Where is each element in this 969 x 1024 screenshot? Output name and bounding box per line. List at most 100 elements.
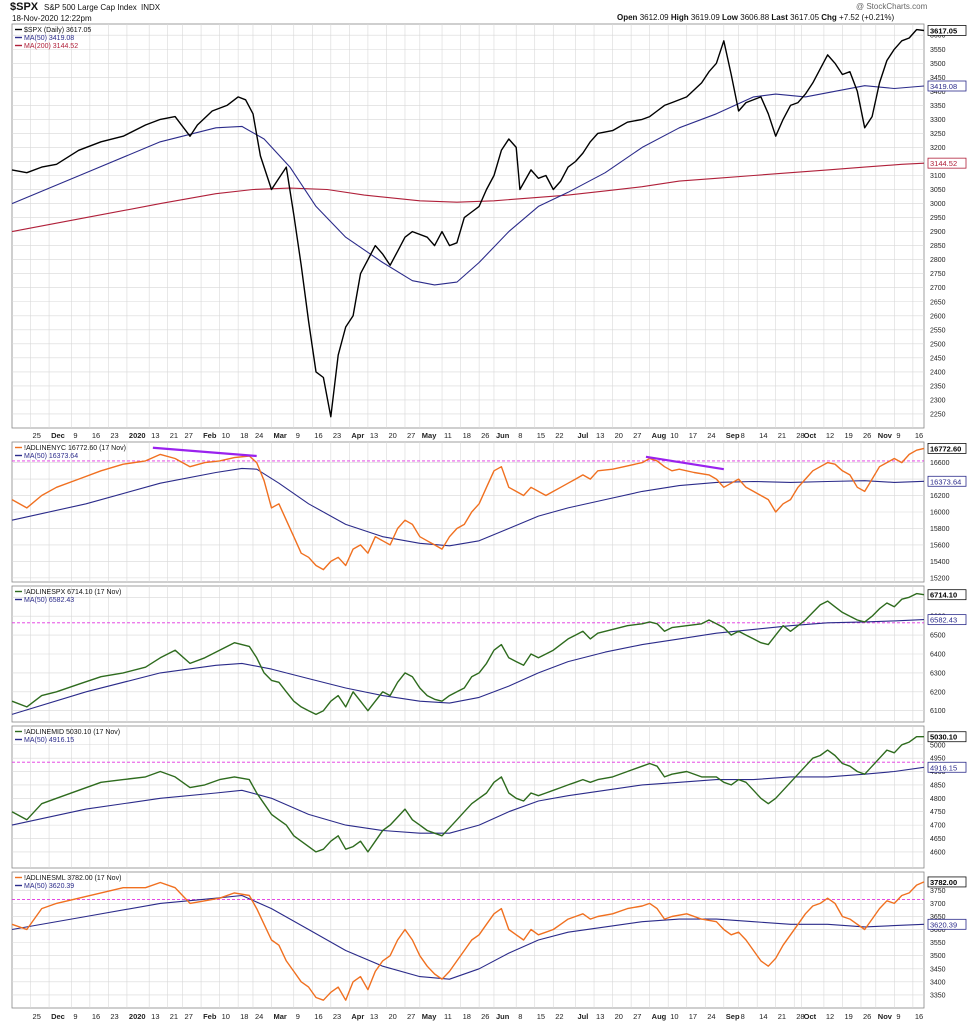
ma-value-tag: 16373.64 bbox=[927, 475, 967, 487]
ma-value-box bbox=[927, 761, 967, 773]
last-value-box bbox=[927, 589, 967, 601]
series-line-ma-50- bbox=[11, 85, 925, 286]
y-tick-label: 3200 bbox=[930, 145, 946, 152]
x-tick-label: 2020 bbox=[129, 1012, 146, 1021]
x-tick-label: 26 bbox=[863, 431, 871, 440]
y-tick-label: 6100 bbox=[930, 708, 946, 715]
panel-1: 2250 2300 2350 2400 2450 2500 2550 2600 2650 2700… bbox=[11, 23, 967, 429]
last-value-tag: 3782.00 bbox=[927, 876, 967, 888]
x-tick-label: 13 bbox=[370, 1012, 378, 1021]
x-tick-label: 18 bbox=[463, 431, 471, 440]
y-tick-label: 3500 bbox=[930, 61, 946, 68]
x-tick-label: Aug bbox=[652, 431, 667, 440]
chg-label: Chg bbox=[821, 13, 837, 22]
x-tick-label: 15 bbox=[537, 431, 545, 440]
y-tick-label: 4800 bbox=[930, 796, 946, 803]
x-tick-label: 16 bbox=[314, 1012, 322, 1021]
x-tick-label: 22 bbox=[555, 431, 563, 440]
last-value-label: 16772.60 bbox=[930, 444, 961, 453]
series-line-ma-50- bbox=[11, 467, 925, 547]
x-tick-label: Jun bbox=[496, 431, 510, 440]
y-tick-label: 3750 bbox=[930, 888, 946, 895]
x-tick-label: 27 bbox=[185, 1012, 193, 1021]
x-tick-label: 10 bbox=[670, 431, 678, 440]
panel-5: 3350 3400 3450 3500 3550 3600 3650 3700 37503782… bbox=[11, 871, 967, 1009]
open-label: Open bbox=[617, 13, 638, 22]
x-tick-label: 16 bbox=[314, 431, 322, 440]
y-tick-label: 3100 bbox=[930, 173, 946, 180]
x-tick-label: 25 bbox=[33, 431, 41, 440]
x-tick-label: Jul bbox=[578, 431, 589, 440]
y-tick-label: 3650 bbox=[930, 914, 946, 921]
x-tick-label: 8 bbox=[518, 1012, 522, 1021]
high-label: High bbox=[670, 13, 689, 22]
panel-2: 1520015400156001580016000162001640016600… bbox=[11, 441, 967, 583]
ma-value-label: 4916.15 bbox=[930, 763, 957, 772]
last-value-label: 3782.00 bbox=[930, 878, 957, 887]
ma-value-tag: 3144.52 bbox=[927, 157, 967, 169]
legend-entry: $SPX (Daily) 3617.05 bbox=[24, 27, 91, 34]
last-value-tag: 5030.10 bbox=[927, 731, 967, 743]
y-tick-label: 2450 bbox=[930, 355, 946, 362]
series-line--adlinemid bbox=[11, 736, 924, 853]
ma-value-box bbox=[927, 157, 967, 169]
x-tick-label: 28 bbox=[796, 431, 804, 440]
y-tick-label: 4750 bbox=[930, 809, 946, 816]
y-tick-label: 3350 bbox=[930, 103, 946, 110]
x-tick-label: 24 bbox=[255, 431, 263, 440]
legend-entry: MA(50) 6582.43 bbox=[24, 597, 74, 604]
ohlc-bar: Open 3612.09 High 3619.09 Low 3606.88 La… bbox=[617, 13, 894, 22]
panel-frame bbox=[11, 23, 925, 429]
y-tick-label: 3450 bbox=[930, 966, 946, 973]
x-tick-label: 16 bbox=[92, 431, 100, 440]
y-tick-label: 6300 bbox=[930, 670, 946, 677]
last-value-tag: 16772.60 bbox=[927, 443, 967, 454]
y-tick-label: 3450 bbox=[930, 75, 946, 82]
y-tick-label: 3600 bbox=[930, 927, 946, 934]
x-tick-label: 8 bbox=[518, 431, 522, 440]
x-tick-label: 21 bbox=[778, 1012, 786, 1021]
x-tick-label: 17 bbox=[689, 1012, 697, 1021]
last-label: Last bbox=[771, 13, 788, 22]
exchange-code: INDX bbox=[141, 3, 161, 12]
x-tick-label: 26 bbox=[481, 1012, 489, 1021]
x-tick-label: 10 bbox=[222, 431, 230, 440]
y-tick-label: 3700 bbox=[930, 901, 946, 908]
x-tick-label: 18 bbox=[240, 1012, 248, 1021]
x-tick-label: 21 bbox=[170, 431, 178, 440]
x-tick-label: Jun bbox=[496, 1012, 510, 1021]
y-tick-label: 3350 bbox=[930, 992, 946, 999]
y-tick-label: 2900 bbox=[930, 229, 946, 236]
y-tick-label: 2650 bbox=[930, 299, 946, 306]
x-tick-label: May bbox=[422, 1012, 437, 1021]
x-tick-label: 20 bbox=[388, 1012, 396, 1021]
y-tick-label: 15600 bbox=[930, 542, 950, 549]
ma-value-box bbox=[927, 80, 967, 92]
last-value-box bbox=[927, 443, 967, 454]
y-tick-label: 16200 bbox=[930, 493, 950, 500]
series-line-ma-50- bbox=[11, 894, 925, 980]
y-tick-label: 16000 bbox=[930, 510, 950, 517]
last-value-label: 3617.05 bbox=[930, 26, 957, 35]
y-tick-label: 3600 bbox=[930, 33, 946, 40]
x-tick-label: 13 bbox=[151, 431, 159, 440]
series-line--adlinespx bbox=[11, 592, 925, 716]
series-line--adlinenyc bbox=[11, 447, 925, 571]
y-tick-label: 2400 bbox=[930, 369, 946, 376]
ma-value-tag: 4916.15 bbox=[927, 761, 967, 773]
x-tick-label: 23 bbox=[333, 1012, 341, 1021]
y-tick-label: 4600 bbox=[930, 849, 946, 856]
y-tick-label: 3400 bbox=[930, 979, 946, 986]
y-tick-label: 4850 bbox=[930, 782, 946, 789]
series-line-ma-200- bbox=[11, 162, 925, 233]
x-tick-label: 19 bbox=[844, 431, 852, 440]
last-value-box bbox=[927, 731, 967, 743]
x-axis-2: 25 Dec 9 16 23 2020 13 21 27 Feb 10 18 24 Mar 9 16 23 Apr… bbox=[33, 1012, 924, 1021]
y-tick-label: 2550 bbox=[930, 327, 946, 334]
x-tick-label: 19 bbox=[844, 1012, 852, 1021]
y-tick-label: 15200 bbox=[930, 575, 950, 582]
x-tick-label: 9 bbox=[296, 1012, 300, 1021]
panel-frame bbox=[11, 871, 925, 1009]
divergence-line bbox=[152, 446, 257, 458]
x-tick-label: Dec bbox=[51, 1012, 65, 1021]
